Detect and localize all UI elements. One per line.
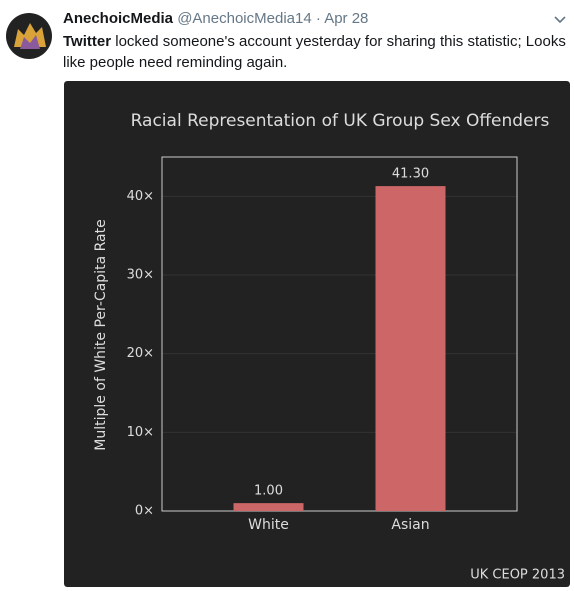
value-label: 41.30 <box>392 167 429 182</box>
y-axis-label: Multiple of White Per-Capita Rate <box>93 219 109 450</box>
bar <box>375 186 446 511</box>
separator: · <box>315 10 321 27</box>
value-label: 1.00 <box>254 484 283 499</box>
chart: Racial Representation of UK Group Sex Of… <box>64 81 570 587</box>
chart-title: Racial Representation of UK Group Sex Of… <box>131 111 550 131</box>
display-name[interactable]: AnechoicMedia <box>63 10 174 27</box>
menu-chevron[interactable] <box>553 14 567 26</box>
tweet-body: locked someone's account yesterday for s… <box>63 33 566 71</box>
plot-frame <box>161 156 518 512</box>
tweet-header: AnechoicMedia @AnechoicMedia14 · Apr 28 <box>63 10 368 27</box>
y-tick-label: 20× <box>127 346 154 361</box>
source: UK CEOP 2013 <box>470 568 565 583</box>
handle[interactable]: @AnechoicMedia14 <box>177 10 312 27</box>
y-tick-label: 40× <box>127 189 154 204</box>
y-tick-label: 30× <box>127 268 154 283</box>
tweet-text: Twitter locked someone's account yesterd… <box>63 31 571 73</box>
date[interactable]: Apr 28 <box>324 10 369 27</box>
y-tick-label: 10× <box>127 425 154 440</box>
x-tick-label: White <box>248 517 289 533</box>
avatar[interactable] <box>6 13 53 60</box>
tweet-bold: Twitter <box>63 33 112 50</box>
bar <box>233 503 304 511</box>
x-tick-label: Asian <box>391 517 429 533</box>
y-tick-label: 0× <box>135 504 154 519</box>
